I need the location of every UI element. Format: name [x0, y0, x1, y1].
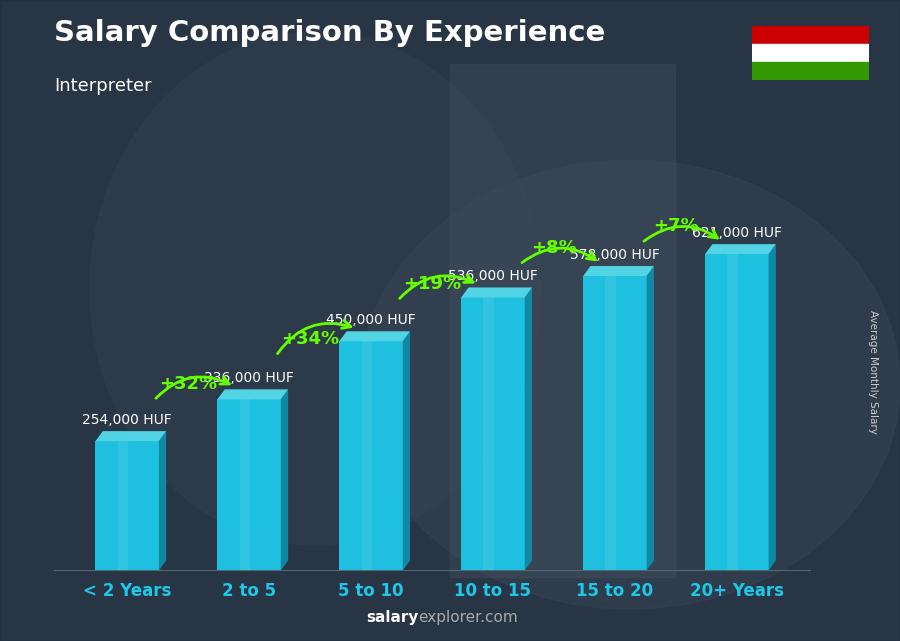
Polygon shape [218, 399, 281, 570]
Text: 621,000 HUF: 621,000 HUF [692, 226, 782, 240]
Text: 536,000 HUF: 536,000 HUF [448, 269, 538, 283]
Polygon shape [727, 254, 738, 570]
Bar [752, 62, 868, 80]
Text: Average Monthly Salary: Average Monthly Salary [868, 310, 878, 434]
Text: 578,000 HUF: 578,000 HUF [570, 248, 660, 262]
Polygon shape [281, 389, 288, 570]
Polygon shape [462, 297, 525, 570]
Bar [450, 64, 675, 577]
Bar [752, 44, 868, 62]
Polygon shape [239, 399, 250, 570]
Polygon shape [95, 441, 159, 570]
Polygon shape [705, 244, 776, 254]
Text: 254,000 HUF: 254,000 HUF [82, 413, 172, 427]
Polygon shape [95, 431, 166, 441]
Text: +32%: +32% [159, 375, 217, 393]
Polygon shape [606, 276, 616, 570]
Bar [752, 26, 868, 44]
Polygon shape [583, 266, 654, 276]
Polygon shape [462, 287, 532, 297]
Text: +34%: +34% [281, 330, 339, 348]
Polygon shape [402, 331, 410, 570]
Text: 450,000 HUF: 450,000 HUF [326, 313, 416, 327]
Text: +7%: +7% [653, 217, 698, 235]
Polygon shape [769, 244, 776, 570]
Polygon shape [483, 297, 494, 570]
Text: +19%: +19% [403, 275, 461, 293]
Text: salary: salary [366, 610, 418, 625]
Text: Salary Comparison By Experience: Salary Comparison By Experience [54, 19, 605, 47]
Polygon shape [525, 287, 532, 570]
Polygon shape [583, 276, 646, 570]
Polygon shape [159, 431, 166, 570]
Text: explorer.com: explorer.com [418, 610, 518, 625]
Text: +8%: +8% [531, 238, 577, 256]
Ellipse shape [360, 160, 900, 609]
Ellipse shape [90, 32, 540, 545]
Polygon shape [339, 331, 410, 341]
Polygon shape [705, 254, 769, 570]
Text: Interpreter: Interpreter [54, 77, 151, 95]
Polygon shape [646, 266, 654, 570]
Polygon shape [218, 389, 288, 399]
Polygon shape [118, 441, 129, 570]
Polygon shape [362, 341, 373, 570]
Text: 336,000 HUF: 336,000 HUF [204, 371, 294, 385]
Polygon shape [339, 341, 402, 570]
